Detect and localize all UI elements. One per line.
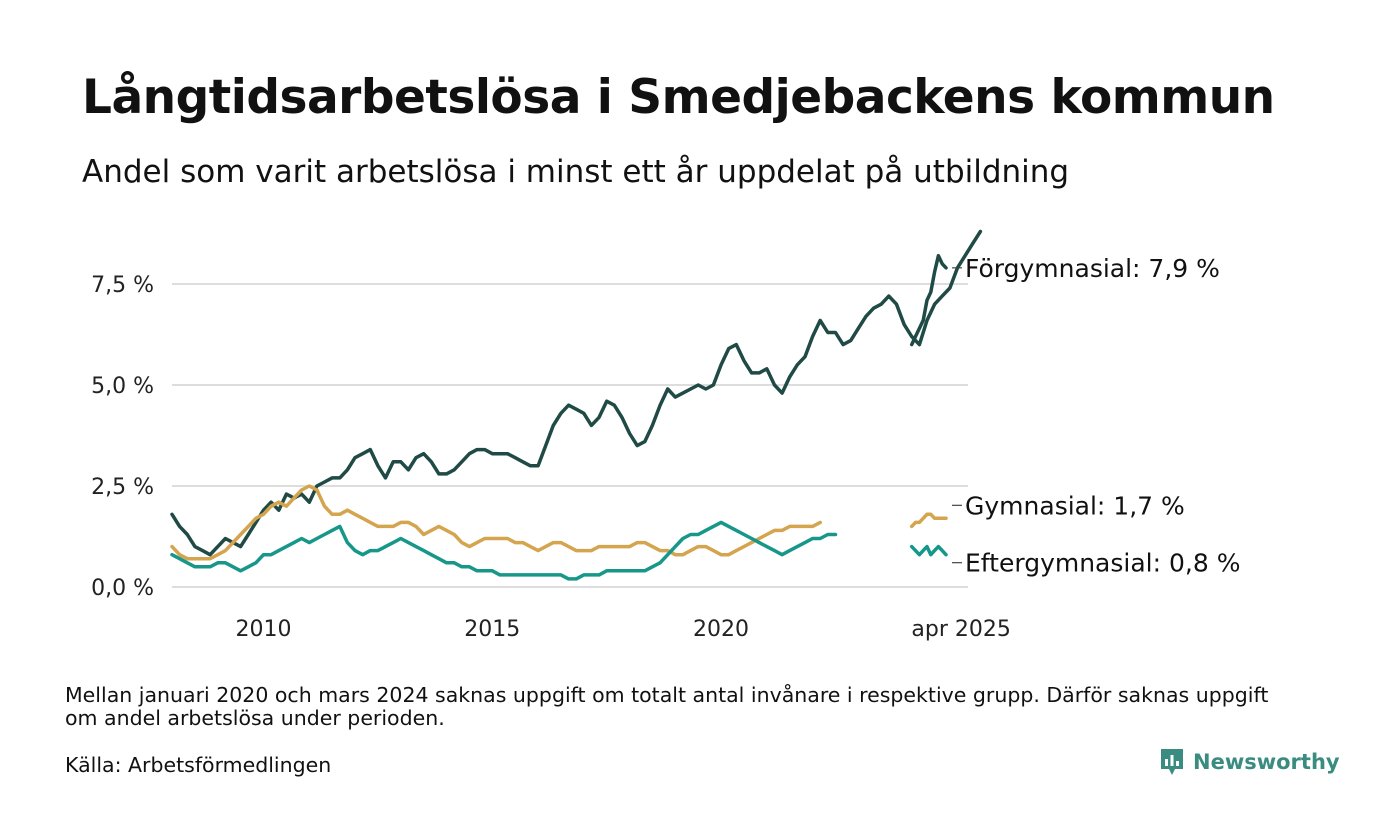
newsworthy-logo: Newsworthy [1159, 747, 1340, 777]
x-tick-label: 2010 [235, 617, 291, 642]
x-tick-label: 2015 [464, 617, 520, 642]
chart-footnote: Mellan januari 2020 och mars 2024 saknas… [65, 683, 1269, 730]
x-tick-label: apr 2025 [911, 617, 1010, 642]
x-tick-label: 2020 [693, 617, 749, 642]
newsworthy-logo-icon [1161, 749, 1183, 775]
y-tick-label: 2,5 % [91, 475, 154, 500]
series-end-label: Gymnasial: 1,7 % [965, 491, 1185, 520]
chart-subtitle: Andel som varit arbetslösa i minst ett å… [82, 154, 1070, 190]
series-line-eftergymnasial [909, 544, 948, 557]
series-end-label: Förgymnasial: 7,9 % [965, 254, 1220, 283]
series-line-eftergymnasial [170, 520, 838, 581]
chart-source: Källa: Arbetsförmedlingen [65, 753, 332, 777]
y-tick-label: 7,5 % [91, 273, 154, 298]
series-line-forgymnasial [170, 229, 983, 557]
series-line-gymnasial [170, 484, 822, 561]
y-tick-label: 5,0 % [91, 374, 154, 399]
series-end-label: Eftergymnasial: 0,8 % [965, 549, 1240, 578]
chart-title: Långtidsarbetslösa i Smedjebackens kommu… [82, 70, 1275, 125]
y-tick-label: 0,0 % [91, 576, 154, 601]
line-chart: 0,0 % 2,5 % 5,0 % 7,5 % 2010 2015 2020 apr 2025… [91, 229, 1240, 642]
newsworthy-logo-text: Newsworthy [1193, 750, 1340, 774]
series-line-forgymnasial [909, 253, 948, 347]
series-line-gymnasial [909, 512, 948, 529]
